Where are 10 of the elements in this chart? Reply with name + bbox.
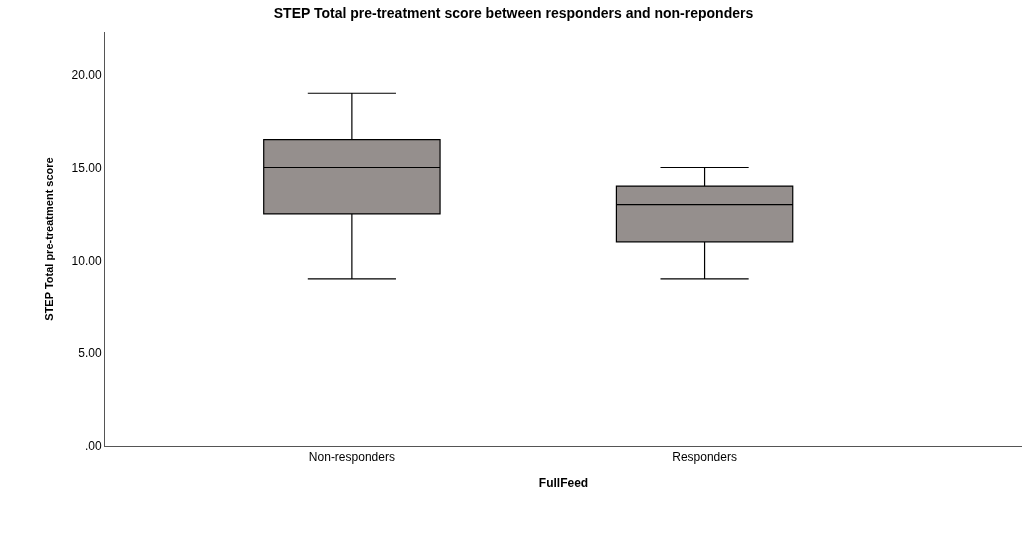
y-axis-title: STEP Total pre-treatment score (43, 157, 56, 321)
chart-title: STEP Total pre-treatment score between responders and non-reponders (273, 4, 754, 21)
x-tick-label: Non-responders (308, 450, 395, 465)
x-tick-label: Responders (672, 450, 737, 465)
y-tick-label: 5.00 (78, 346, 102, 361)
y-tick-label: 15.00 (71, 160, 102, 175)
x-axis-title: FullFeed (538, 476, 589, 491)
y-tick-label: 20.00 (71, 67, 102, 82)
y-tick-label: .00 (84, 439, 102, 454)
y-tick-label: 10.00 (71, 253, 102, 268)
